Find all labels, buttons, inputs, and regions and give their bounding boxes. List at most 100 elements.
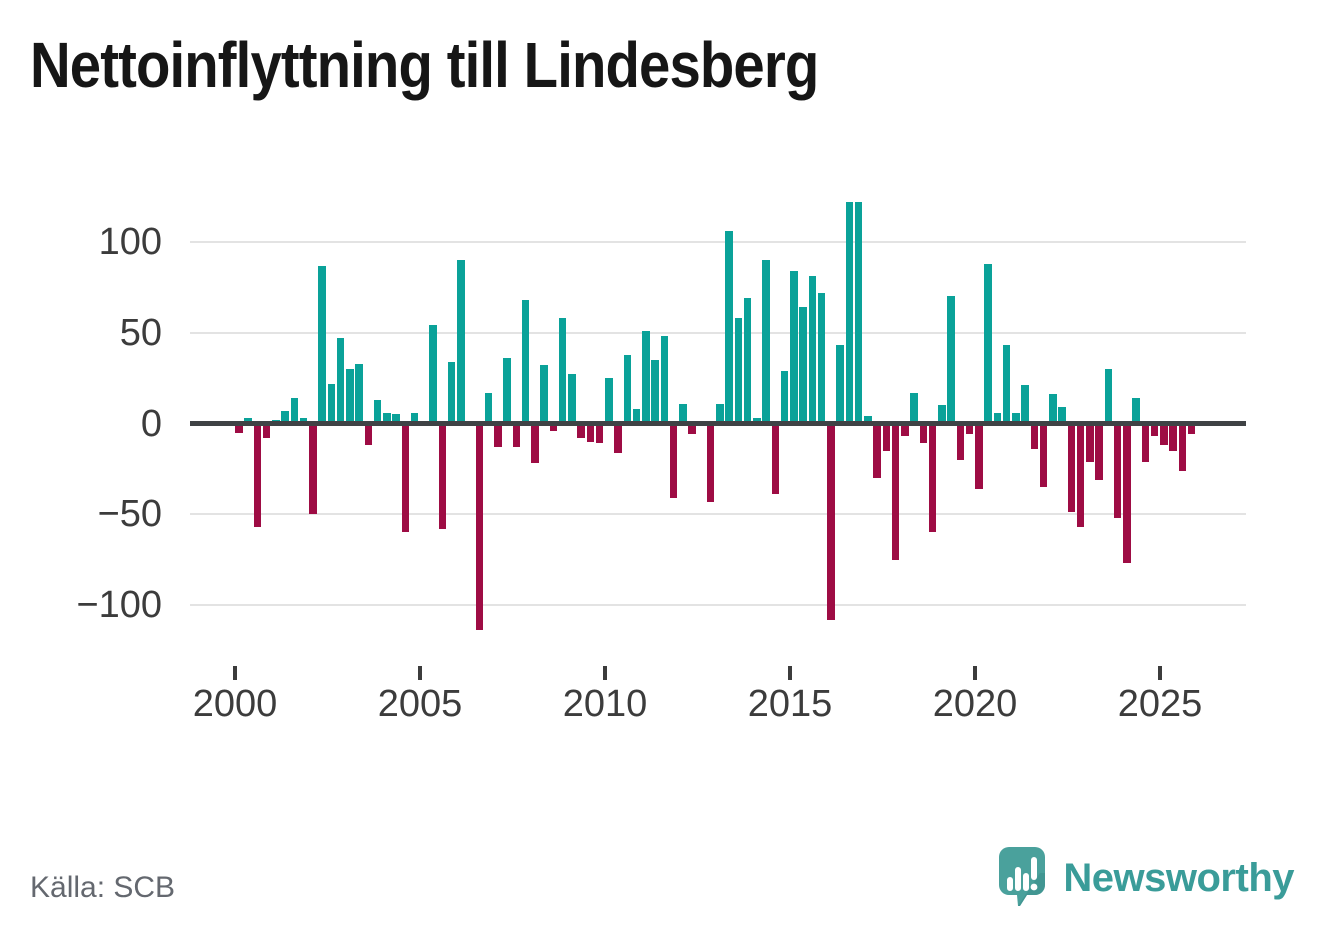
bubble-fold-shade <box>1018 873 1046 906</box>
bar <box>679 403 687 424</box>
bar <box>1169 423 1177 451</box>
x-axis-label: 2025 <box>1117 683 1203 725</box>
bar <box>1113 423 1122 518</box>
bar <box>771 423 780 495</box>
bar <box>1067 423 1076 513</box>
bar <box>817 292 826 424</box>
bar <box>1160 423 1168 446</box>
bar <box>725 231 733 424</box>
bar <box>336 338 345 424</box>
bar <box>401 423 410 533</box>
bar <box>512 423 521 448</box>
bar <box>346 369 354 424</box>
x-axis-label: 2020 <box>932 683 1018 725</box>
bar <box>429 325 437 424</box>
bar <box>503 358 511 424</box>
bar <box>558 318 567 424</box>
bar <box>1058 407 1066 424</box>
bar <box>484 392 493 424</box>
gridline-y-100 <box>190 241 1246 243</box>
x-axis-tick <box>603 666 607 680</box>
chart-bar-1 <box>1007 877 1014 891</box>
bar <box>1012 412 1020 424</box>
chart-bar-2 <box>1015 867 1022 891</box>
bar <box>235 423 243 433</box>
bar <box>623 354 632 424</box>
bar <box>669 423 678 498</box>
bar <box>549 423 558 431</box>
bar <box>910 392 918 424</box>
bar <box>1178 423 1187 471</box>
bar <box>373 399 382 424</box>
bar <box>309 423 317 515</box>
gridline-y--50 <box>190 513 1246 516</box>
bar <box>1132 398 1140 424</box>
source-note: Källa: SCB <box>30 871 176 904</box>
bar <box>827 423 835 620</box>
bar <box>614 423 622 453</box>
bar <box>1086 423 1094 462</box>
newsworthy-logo-icon <box>999 847 1046 906</box>
bar <box>1104 369 1113 424</box>
y-axis-label: 0 <box>140 402 162 445</box>
bar <box>410 412 419 424</box>
x-axis-tick <box>233 666 237 680</box>
bar <box>1187 423 1196 435</box>
newsworthy-logo: Newsworthy <box>995 843 1294 913</box>
bar <box>327 383 336 424</box>
x-axis-tick <box>973 666 977 680</box>
x-axis-tick <box>418 666 422 680</box>
bar <box>882 423 891 451</box>
bar <box>854 202 863 424</box>
bar <box>956 423 965 460</box>
x-axis-label: 2010 <box>562 683 648 725</box>
bar <box>531 423 539 464</box>
bar <box>845 202 854 424</box>
bar <box>836 345 844 424</box>
bar <box>919 423 928 444</box>
bar <box>540 365 548 424</box>
bar <box>1150 423 1159 437</box>
y-axis-label: −50 <box>97 493 162 536</box>
bar <box>1021 385 1029 424</box>
y-axis-label: −100 <box>76 584 162 626</box>
bar <box>447 361 456 424</box>
bar <box>891 423 900 560</box>
exclamation-dot <box>1030 883 1038 891</box>
bar <box>299 418 308 424</box>
x-axis-tick <box>1158 666 1162 680</box>
bar <box>928 423 937 533</box>
bar <box>993 412 1002 424</box>
y-axis-label: 100 <box>98 221 162 263</box>
bar <box>262 423 271 439</box>
bar <box>753 418 761 424</box>
x-axis-tick <box>788 666 792 680</box>
bar <box>364 423 373 446</box>
bar <box>1141 423 1150 462</box>
bar <box>688 423 696 435</box>
bar <box>642 330 650 424</box>
bar <box>568 374 576 424</box>
x-axis-label: 2005 <box>377 683 463 725</box>
bar <box>438 423 447 529</box>
bar <box>651 359 659 424</box>
bar <box>947 296 955 424</box>
x-axis-label: 2015 <box>747 683 833 725</box>
bar <box>1002 345 1011 424</box>
gridline-y--100 <box>190 604 1246 606</box>
bar <box>864 416 872 424</box>
bar <box>808 276 817 424</box>
bar <box>762 260 770 424</box>
bar <box>1030 423 1039 449</box>
bar <box>1123 423 1131 564</box>
bar <box>383 412 391 424</box>
bar <box>716 403 724 424</box>
bar <box>494 423 502 448</box>
bar <box>975 423 983 489</box>
bar <box>790 271 798 424</box>
bar <box>281 410 289 424</box>
zero-axis-line <box>190 421 1246 426</box>
bar <box>1039 423 1048 488</box>
page-title: Nettoinflyttning till Lindesberg <box>30 29 819 101</box>
